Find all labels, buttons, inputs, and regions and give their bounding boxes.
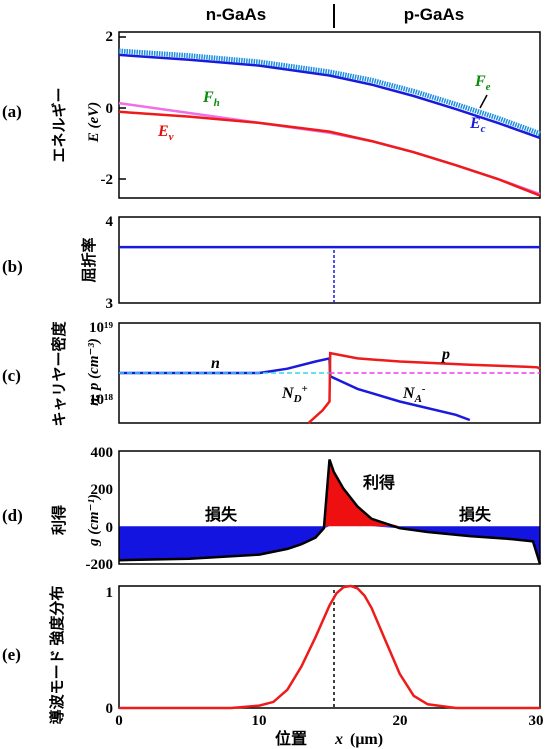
gain-region — [119, 459, 540, 527]
label-gain: 利得 — [363, 473, 395, 492]
label-loss-right: 損失 — [459, 505, 492, 524]
panel-a-ytick-label: 2 — [106, 29, 114, 45]
gain-curve — [118, 459, 542, 565]
x-axis-label-var: x — [334, 731, 343, 748]
panel-d-ylabel: g (cm⁻¹) — [86, 494, 102, 547]
panel-a-ylabel-jp: エネルギー — [50, 87, 68, 162]
panel-d-ylabel-jp: 利得 — [50, 505, 68, 535]
panel-b-frame — [118, 216, 541, 304]
panel-c-ytick-label: 10¹⁹ — [89, 320, 113, 336]
annotation-ec: Ec — [469, 115, 486, 135]
panel-c-ylabel-jp: キャリヤー密度 — [50, 321, 68, 427]
panel-d-frame — [118, 450, 541, 565]
panel-a-frame — [118, 31, 541, 199]
panel-c-label: (c) — [2, 366, 21, 385]
x-axis-label-unit: (μm) — [350, 731, 383, 748]
annotation-fe: Fe — [474, 73, 491, 93]
x-tick-label: 10 — [252, 713, 267, 729]
annotation-p: p — [440, 346, 450, 363]
x-tick-label: 0 — [115, 713, 123, 729]
panel-a-ytick-label: -2 — [101, 172, 114, 188]
series-line-ec — [118, 53, 541, 140]
panel-a-ytick-label: 0 — [106, 101, 114, 117]
panel-c-ylabel: n, p (cm⁻³) — [86, 338, 102, 406]
x-axis-label-jp: 位置 — [275, 729, 307, 748]
x-axis: 0 10 20 30 位置 x (μm) — [115, 713, 543, 748]
panel-d-ytick-label: 0 — [106, 520, 114, 536]
panel-e-label: (e) — [2, 645, 21, 664]
series-line-mode — [119, 584, 540, 710]
annotation-ev: Ev — [157, 123, 174, 143]
panel-b-ylabel-jp: 屈折率 — [80, 237, 98, 282]
panel-a-band-diagram: 2 0 -2 (a) エネルギー E (eV) Fe Fh Ev Ec — [2, 29, 541, 199]
panel-d-label: (d) — [2, 506, 23, 525]
panel-c-ytick-label: 10¹⁸ — [89, 392, 113, 408]
panel-b-ytick-label: 4 — [106, 214, 114, 230]
panel-d-ytick-label: -200 — [86, 557, 114, 573]
panel-b-label: (b) — [2, 257, 23, 276]
series-line-n — [119, 356, 471, 422]
annotation-fh: Fh — [202, 89, 220, 109]
panel-e-frame — [118, 585, 541, 709]
panel-d-gain: 400 200 0 -200 (d) 利得 g (cm⁻¹) 損失 損失 利得 — [2, 445, 542, 573]
label-loss-left: 損失 — [205, 505, 238, 524]
panel-e-ytick-label: 1 — [106, 585, 114, 601]
panel-e-ytick-label: 0 — [106, 701, 114, 717]
panel-d-ytick-label: 400 — [91, 445, 114, 461]
panel-d-ytick-label: 200 — [91, 482, 114, 498]
series-line-p — [307, 351, 541, 424]
loss-region — [119, 526, 540, 564]
panel-b-ytick-label: 3 — [106, 296, 114, 312]
annotation-pointer — [479, 94, 488, 109]
panel-a-label: (a) — [2, 102, 22, 121]
x-tick-label: 30 — [529, 713, 544, 729]
series-line-ev — [118, 110, 541, 197]
header-p-gaas: p-GaAs — [404, 5, 464, 24]
panel-c-carrier-density: 10¹⁹ 10¹⁸ (c) キャリヤー密度 n, p (cm⁻³) n p ND… — [2, 320, 541, 427]
panel-e-ylabel-jp: 導波モード 強度分布 — [48, 586, 66, 725]
panel-b-refractive-index: 4 3 (b) 屈折率 — [2, 214, 541, 312]
x-tick-label: 20 — [393, 713, 408, 729]
annotation-nd: ND+ — [281, 383, 308, 405]
annotation-n: n — [211, 355, 220, 372]
series-line-fe — [118, 48, 541, 136]
panel-a-ylabel: E (eV) — [86, 102, 102, 143]
annotation-na: NA- — [402, 383, 426, 405]
panel-e-guided-mode: 1 0 (e) 導波モード 強度分布 — [2, 584, 541, 725]
header-n-gaas: n-GaAs — [206, 5, 266, 24]
